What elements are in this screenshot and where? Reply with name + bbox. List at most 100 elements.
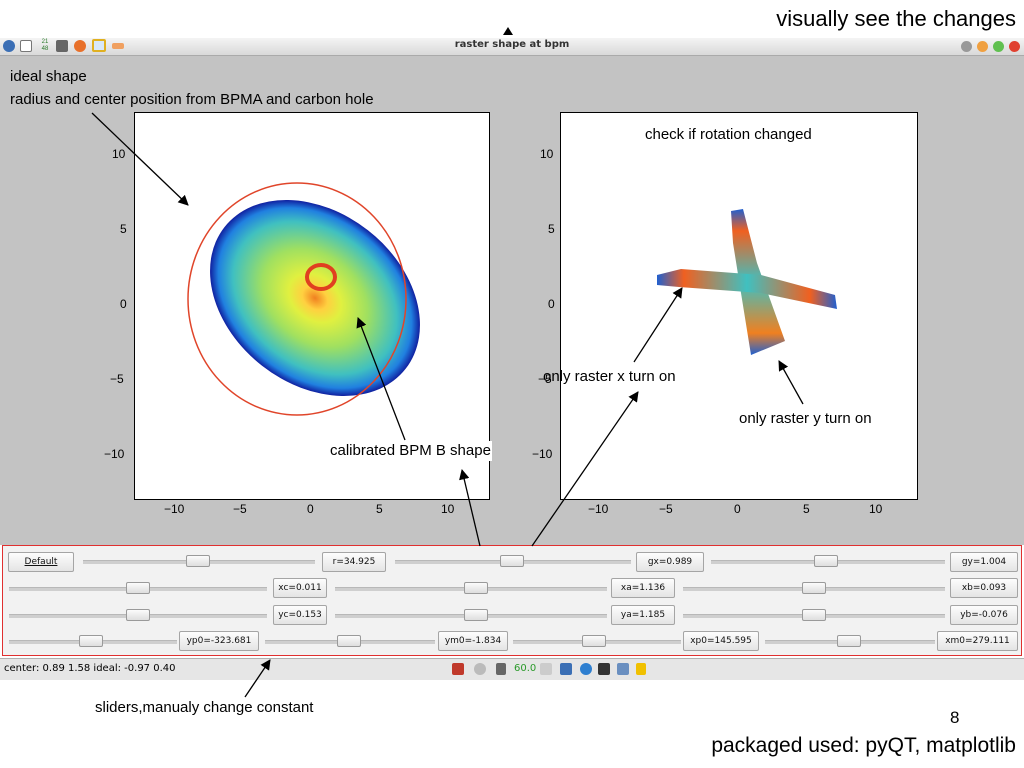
yp0-slider-handle[interactable] (79, 635, 103, 647)
yc-slider-handle[interactable] (126, 609, 150, 621)
raster-x-note: only raster x turn on (543, 368, 676, 385)
right-plot-ytick: −5 (538, 372, 552, 386)
gx-value-button[interactable]: gx=0.989 (636, 552, 704, 572)
xc-slider-handle[interactable] (126, 582, 150, 594)
slider-control-panel: Default r=34.925 gx=0.989 gy=1.004 xc=0.… (2, 545, 1022, 656)
right-plot-xtick: 10 (869, 502, 883, 516)
right-plot-ytick: 0 (548, 297, 555, 311)
status-text: center: 0.89 1.58 ideal: -0.97 0.40 (4, 663, 176, 674)
minimize-window-icon[interactable] (977, 41, 988, 52)
firefox-icon[interactable] (74, 40, 86, 52)
r-slider-handle[interactable] (186, 555, 210, 567)
cursor-icon (503, 27, 513, 35)
left-plot-ytick: −5 (110, 372, 124, 386)
right-plot-xtick: 0 (734, 502, 741, 516)
left-plot-xtick: −5 (233, 502, 247, 516)
left-plot-xtick: 5 (376, 502, 383, 516)
panel-to-raster-arrow (531, 391, 639, 547)
slide-footer: packaged used: pyQT, matplotlib (711, 734, 1016, 757)
sliders-note: sliders,manualy change constant (95, 699, 314, 716)
chart-icon[interactable] (20, 40, 32, 52)
sliders-note-arrow (244, 659, 271, 698)
window-title: raster shape at bpm (454, 39, 570, 50)
default-button[interactable]: Default (8, 552, 74, 572)
bluetooth-icon[interactable] (580, 663, 592, 675)
calibrated-shape-arrow (356, 317, 406, 441)
xb-slider-handle[interactable] (802, 582, 826, 594)
ideal-shape-circle (187, 182, 407, 416)
panel-to-calibrated-arrow (459, 468, 481, 547)
keyboard-icon[interactable] (540, 663, 552, 675)
grid-icon[interactable] (56, 40, 68, 52)
right-plot-ytick: 10 (540, 147, 554, 161)
page-number: 8 (950, 708, 960, 727)
slide-title: visually see the changes (776, 6, 1016, 31)
yp0-value-button[interactable]: yp0=-323.681 (179, 631, 259, 651)
right-plot-xtick: −5 (659, 502, 673, 516)
tray-expand-icon[interactable] (636, 663, 646, 675)
left-plot-xtick: 0 (307, 502, 314, 516)
right-plot-heatmap: check if rotation changed (645, 126, 837, 355)
maximize-window-icon[interactable] (993, 41, 1004, 52)
calendar-icon[interactable]: 21 48 (41, 39, 49, 52)
right-plot-xtick: −10 (588, 502, 609, 516)
left-plot-axes (134, 112, 490, 500)
ym0-value-button[interactable]: ym0=-1.834 (438, 631, 508, 651)
status-bar: center: 0.89 1.58 ideal: -0.97 0.40 60.0 (0, 658, 1024, 680)
rotation-note: check if rotation changed (645, 126, 812, 143)
raster-y-arrow (778, 360, 804, 405)
raster-y-note: only raster y turn on (739, 410, 872, 427)
xm0-slider-handle[interactable] (837, 635, 861, 647)
radius-center-note: radius and center position from BPMA and… (10, 91, 374, 108)
battery-icon[interactable] (598, 663, 610, 675)
temperature-readout: 60.0 (514, 663, 537, 674)
r-value-button[interactable]: r=34.925 (322, 552, 386, 572)
right-plot-ytick: −10 (532, 447, 553, 461)
left-plot-ytick: −10 (104, 447, 125, 461)
pin-icon[interactable] (3, 40, 15, 52)
left-plot-heatmap (187, 182, 420, 416)
gx-slider-handle[interactable] (500, 555, 524, 567)
calibrated-beam-shape (210, 199, 420, 397)
raster-x-arrow (633, 287, 683, 363)
xp0-value-button[interactable]: xp0=145.595 (683, 631, 759, 651)
calibrated-shape-note: calibrated BPM B shape (329, 441, 492, 461)
ym0-slider-handle[interactable] (337, 635, 361, 647)
left-plot-ytick: 5 (120, 222, 127, 236)
yb-value-button[interactable]: yb=-0.076 (950, 605, 1018, 625)
yb-slider-handle[interactable] (802, 609, 826, 621)
xm0-value-button[interactable]: xm0=279.111 (937, 631, 1018, 651)
chat-icon[interactable] (560, 663, 572, 675)
xc-value-button[interactable]: xc=0.011 (273, 578, 327, 598)
ideal-shape-arrow (91, 112, 189, 206)
xb-value-button[interactable]: xb=0.093 (950, 578, 1018, 598)
xp0-slider-handle[interactable] (582, 635, 606, 647)
right-plot-axes: check if rotation changed (560, 112, 918, 500)
window-icon[interactable] (92, 39, 106, 52)
left-plot-xtick: −10 (164, 502, 185, 516)
yc-value-button[interactable]: yc=0.153 (273, 605, 327, 625)
raster-x-only-shape (657, 269, 837, 309)
ya-slider-handle[interactable] (464, 609, 488, 621)
ya-value-button[interactable]: ya=1.185 (611, 605, 675, 625)
left-plot-ytick: 0 (120, 297, 127, 311)
volume-icon[interactable] (496, 663, 506, 675)
xa-slider-handle[interactable] (464, 582, 488, 594)
shade-window-icon[interactable] (961, 41, 972, 52)
carbon-hole-ring (305, 263, 337, 291)
gy-slider-handle[interactable] (814, 555, 838, 567)
xa-value-button[interactable]: xa=1.136 (611, 578, 675, 598)
window-titlebar[interactable]: 21 48 raster shape at bpm (0, 38, 1024, 56)
cloud-icon[interactable] (474, 663, 486, 675)
left-plot-ytick: 10 (112, 147, 126, 161)
ideal-shape-note: ideal shape (10, 68, 87, 85)
right-plot-ytick: 5 (548, 222, 555, 236)
right-plot-xtick: 5 (803, 502, 810, 516)
glasses-icon[interactable] (112, 43, 124, 49)
folder-icon[interactable] (617, 663, 629, 675)
close-window-icon[interactable] (1009, 41, 1020, 52)
left-plot-xtick: 10 (441, 502, 455, 516)
network-icon[interactable] (452, 663, 464, 675)
gy-value-button[interactable]: gy=1.004 (950, 552, 1018, 572)
